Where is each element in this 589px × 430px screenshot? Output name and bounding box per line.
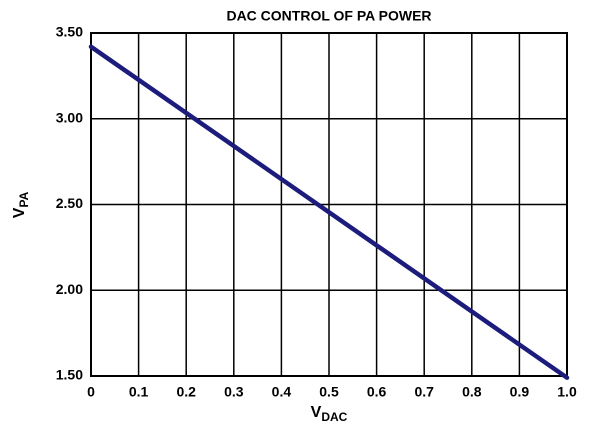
x-tick-label: 0.8 [462,384,482,400]
x-tick-label: 0.4 [272,384,292,400]
x-axis-label-sub: DAC [321,410,347,424]
x-tick-label: 0.6 [367,384,387,400]
data-line [88,44,570,380]
x-tick-label: 1.0 [557,384,577,400]
y-tick-label: 2.50 [56,195,83,211]
x-tick-label: 0.1 [129,384,149,400]
x-axis-label: VDAC [311,404,348,424]
x-tick-label: 0.5 [319,384,339,400]
y-axis-label-main: V [11,207,28,218]
y-tick-label: 3.00 [56,109,83,125]
y-axis-label: VPA [11,191,31,218]
plot-frame [90,32,568,377]
x-axis-label-main: V [311,404,322,421]
x-tick-label: 0.7 [414,384,434,400]
y-tick-label: 3.50 [56,24,83,40]
x-tick-label: 0.9 [510,384,530,400]
y-tick-label: 2.00 [56,281,83,297]
x-tick-label: 0.3 [224,384,244,400]
x-tick-label: 0.2 [176,384,196,400]
y-axis-label-sub: PA [17,191,31,207]
x-tick-label: 0 [87,384,95,400]
chart-title: DAC CONTROL OF PA POWER [226,8,431,24]
y-tick-label: 1.50 [56,367,83,383]
